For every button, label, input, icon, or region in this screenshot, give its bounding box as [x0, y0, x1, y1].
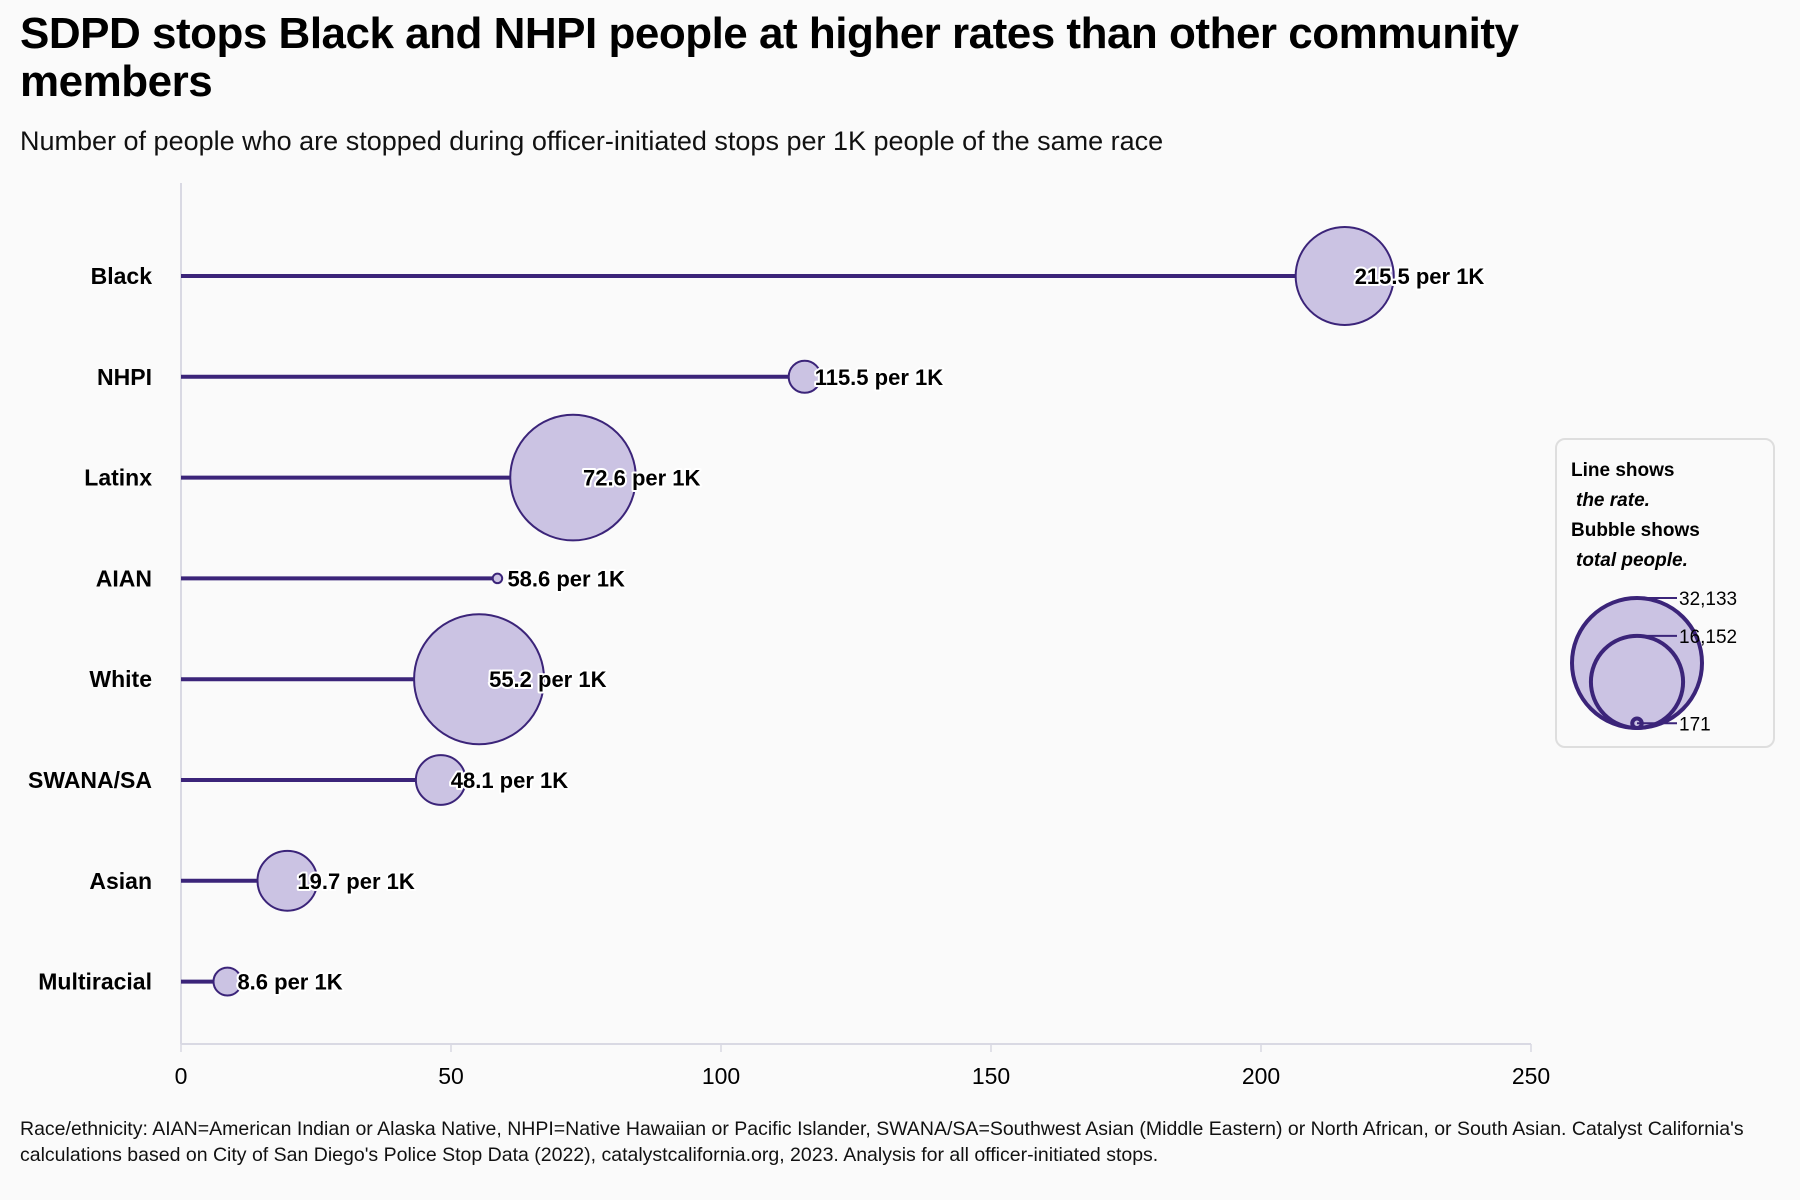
x-tick-label: 0 [175, 1063, 188, 1089]
x-tick-label: 250 [1512, 1063, 1550, 1089]
value-label: 8.6 per 1K [237, 970, 342, 995]
footnote: Race/ethnicity: AIAN=American Indian or … [20, 1118, 1744, 1166]
category-label: Multiracial [38, 969, 152, 995]
people-bubble [509, 413, 637, 542]
people-bubble [413, 613, 546, 746]
category-label: White [89, 666, 152, 692]
people-bubble [787, 359, 822, 394]
value-label: 215.5 per 1K [1355, 264, 1485, 289]
legend-line-caption: Line shows [1571, 460, 1675, 481]
legend-bubbles: 32,133 16,152 171 [1570, 589, 1737, 735]
legend-bubble [1570, 596, 1704, 730]
value-label: 55.2 per 1K [489, 667, 607, 692]
x-axis: 0 50 100 150 200 250 [175, 183, 1550, 1089]
value-label: 19.7 per 1K [297, 869, 415, 894]
category-label: Asian [89, 868, 152, 894]
x-tick-label: 50 [438, 1063, 464, 1089]
lollipop-chart: 0 50 100 150 200 250 Black 215.5 per 1K NHPI 115… [28, 183, 1550, 1089]
x-tick-label: 100 [702, 1063, 740, 1089]
x-tick-label: 150 [972, 1063, 1010, 1089]
value-label: 58.6 per 1K [507, 566, 625, 591]
chart-subtitle: Number of people who are stopped during … [20, 126, 1164, 156]
value-label: 48.1 per 1K [451, 768, 569, 793]
legend-size-label: 16,152 [1679, 627, 1737, 648]
category-label: Latinx [84, 465, 152, 491]
chart-title: SDPD stops Black and NHPI people at high… [20, 9, 1519, 106]
people-bubble [491, 572, 504, 585]
category-label: NHPI [97, 364, 152, 390]
value-label: 115.5 per 1K [815, 365, 944, 390]
category-label: AIAN [96, 565, 152, 591]
legend-bubble-meaning: total people. [1576, 550, 1688, 571]
legend-size-label: 32,133 [1679, 589, 1737, 610]
legend-line-meaning: the rate. [1576, 490, 1650, 511]
people-bubble [414, 754, 467, 806]
legend-text: Line shows the rate. Bubble shows total … [1571, 456, 1700, 576]
category-label: Black [91, 263, 153, 289]
value-label: 72.6 per 1K [583, 466, 701, 491]
people-bubble [256, 849, 319, 912]
legend-size-label: 171 [1679, 714, 1711, 735]
chart-marks [181, 225, 1395, 997]
category-label: SWANA/SA [28, 767, 152, 793]
people-bubble [1294, 225, 1395, 327]
chart-labels: Black 215.5 per 1K NHPI 115.5 per 1K Latinx 7… [28, 262, 1486, 997]
size-legend: Line shows the rate. Bubble shows total … [1555, 438, 1775, 748]
people-bubble [212, 966, 243, 997]
x-tick-label: 200 [1242, 1063, 1280, 1089]
legend-bubble-caption: Bubble shows [1571, 520, 1700, 541]
